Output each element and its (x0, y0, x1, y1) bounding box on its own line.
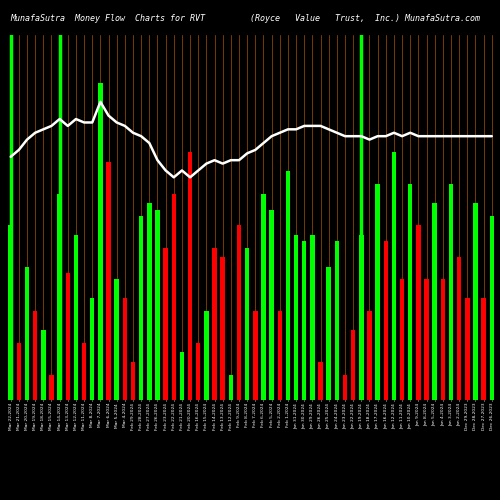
Bar (334, 242, 339, 400)
Bar (482, 298, 486, 400)
Text: (Royce   Value   Trust,  Inc.) MunafaSutra.com: (Royce Value Trust, Inc.) MunafaSutra.co… (250, 14, 480, 23)
Bar (270, 210, 274, 400)
Bar (16, 343, 21, 400)
Bar (41, 330, 46, 400)
Bar (326, 266, 331, 400)
Bar (253, 311, 258, 400)
Bar (237, 226, 242, 400)
Bar (212, 248, 217, 400)
Bar (245, 248, 250, 400)
Bar (98, 82, 102, 400)
Bar (220, 257, 225, 400)
Bar (49, 374, 54, 400)
Bar (432, 203, 437, 400)
Bar (384, 242, 388, 400)
Bar (106, 162, 111, 400)
Bar (188, 152, 192, 400)
Bar (351, 330, 356, 400)
Bar (367, 311, 372, 400)
Bar (343, 374, 347, 400)
Bar (8, 226, 13, 400)
Bar (294, 235, 298, 400)
Bar (400, 280, 404, 400)
Bar (196, 343, 200, 400)
Bar (74, 235, 78, 400)
Bar (318, 362, 323, 400)
Bar (114, 280, 119, 400)
Bar (204, 311, 208, 400)
Bar (261, 194, 266, 400)
Bar (408, 184, 412, 400)
Text: MunafaSutra  Money Flow  Charts for RVT: MunafaSutra Money Flow Charts for RVT (10, 14, 205, 23)
Bar (302, 242, 306, 400)
Bar (90, 298, 94, 400)
Bar (286, 172, 290, 400)
Bar (172, 194, 176, 400)
Bar (376, 184, 380, 400)
Bar (139, 216, 143, 400)
Bar (164, 248, 168, 400)
Bar (58, 194, 62, 400)
Bar (180, 352, 184, 400)
Bar (25, 266, 29, 400)
Bar (131, 362, 136, 400)
Bar (457, 257, 462, 400)
Bar (473, 203, 478, 400)
Bar (465, 298, 469, 400)
Bar (33, 311, 38, 400)
Bar (66, 273, 70, 400)
Bar (122, 298, 127, 400)
Bar (310, 235, 314, 400)
Bar (155, 210, 160, 400)
Bar (392, 152, 396, 400)
Bar (424, 280, 429, 400)
Bar (147, 203, 152, 400)
Bar (228, 374, 233, 400)
Bar (416, 226, 420, 400)
Bar (359, 235, 364, 400)
Bar (440, 280, 445, 400)
Bar (278, 311, 282, 400)
Bar (82, 343, 86, 400)
Bar (490, 216, 494, 400)
Bar (449, 184, 454, 400)
